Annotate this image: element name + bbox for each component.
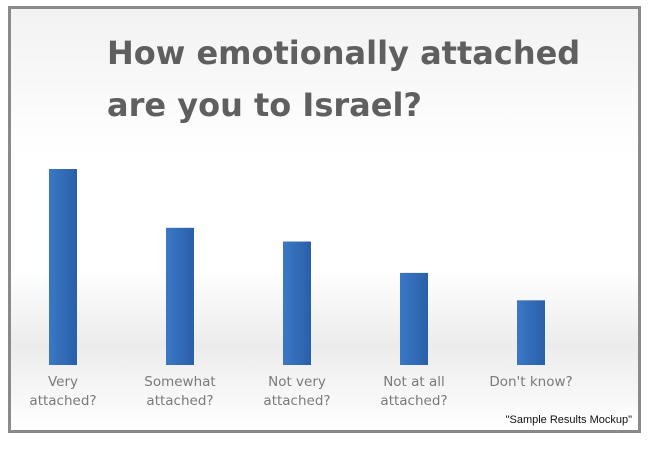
bar-4 xyxy=(517,300,545,365)
bar-2 xyxy=(283,241,311,365)
chart-frame: How emotionally attached are you to Isra… xyxy=(8,6,641,433)
bar-3 xyxy=(400,272,428,365)
footnote: "Sample Results Mockup" xyxy=(505,414,632,426)
bar-chart xyxy=(49,169,545,365)
category-label-1: Somewhat attached? xyxy=(144,374,216,409)
category-label-3: Not at all attached? xyxy=(380,374,448,409)
bar-0 xyxy=(49,169,77,365)
chart-title: How emotionally attached are you to Isra… xyxy=(107,34,581,124)
category-label-2: Not very attached? xyxy=(263,374,331,409)
bar-1 xyxy=(166,227,194,365)
category-label-0: Very attached? xyxy=(29,374,97,409)
category-label-4: Don't know? xyxy=(489,374,573,390)
bar-series xyxy=(49,169,545,365)
